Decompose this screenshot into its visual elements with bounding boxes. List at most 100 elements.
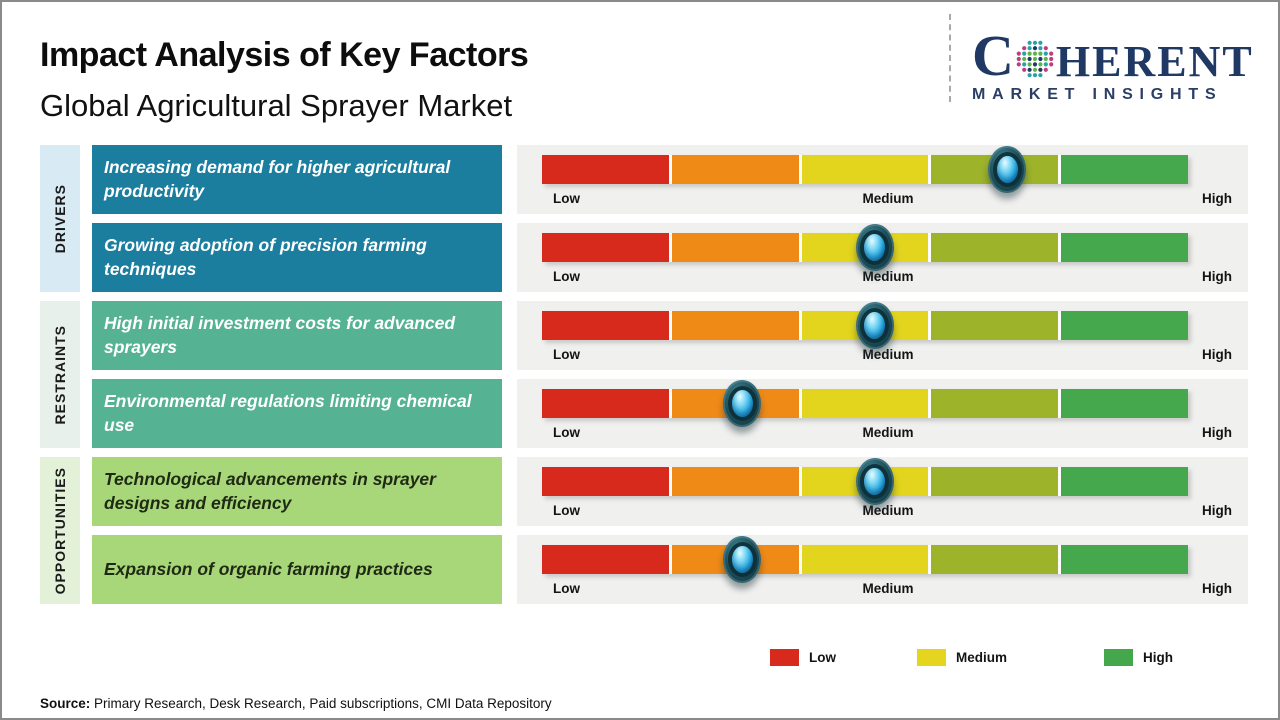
scale-tick-medium: Medium xyxy=(862,503,914,518)
impact-marker-core xyxy=(864,312,886,339)
bar-segment-high xyxy=(1061,311,1188,340)
category-label: OPPORTUNITIES xyxy=(52,466,68,595)
scale-tick-high: High xyxy=(1202,503,1232,518)
impact-marker xyxy=(855,458,894,505)
scale-tick-medium: Medium xyxy=(862,269,914,284)
factor-box: Technological advancements in sprayer de… xyxy=(92,457,502,526)
bar-segment-low xyxy=(542,389,669,418)
scale-tick-low: Low xyxy=(553,503,580,518)
scale-tick-high: High xyxy=(1202,347,1232,362)
scale-tick-high: High xyxy=(1202,269,1232,284)
bar-segment-high xyxy=(1061,467,1188,496)
company-logo: C HERENT MARKET INSIGHTS xyxy=(972,23,1264,104)
impact-marker-core xyxy=(864,234,886,261)
bar-segment-low xyxy=(542,467,669,496)
category-label: DRIVERS xyxy=(52,183,68,254)
page-title: Impact Analysis of Key Factors xyxy=(40,36,529,74)
factor-label: Environmental regulations limiting chemi… xyxy=(104,391,472,435)
bar-segment-medium xyxy=(801,389,929,418)
bar-segment-low-medium xyxy=(671,155,799,184)
factor-label: Increasing demand for higher agricultura… xyxy=(104,157,451,201)
legend-swatch xyxy=(917,649,946,666)
impact-scale-panel: Low Medium High xyxy=(517,379,1248,448)
bar-segment-high xyxy=(1061,155,1188,184)
impact-scale-panel: Low Medium High xyxy=(517,457,1248,526)
scale-tick-high: High xyxy=(1202,581,1232,596)
category-cell-drivers: DRIVERS xyxy=(40,145,80,292)
impact-marker xyxy=(723,380,762,427)
scale-tick-medium: Medium xyxy=(862,191,914,206)
bar-segment-medium-high xyxy=(931,311,1059,340)
impact-marker xyxy=(988,146,1027,193)
bar-segment-medium-high xyxy=(931,389,1059,418)
impact-scale-bar xyxy=(542,545,1188,574)
bar-segment-medium xyxy=(801,545,929,574)
impact-scale-panel: Low Medium High xyxy=(517,535,1248,604)
scale-tick-high: High xyxy=(1202,425,1232,440)
bar-segment-low xyxy=(542,233,669,262)
impact-marker xyxy=(855,224,894,271)
logo-letter-c: C xyxy=(972,23,1014,88)
bar-segment-low-medium xyxy=(671,233,799,262)
factor-box: Growing adoption of precision farming te… xyxy=(92,223,502,292)
scale-tick-medium: Medium xyxy=(862,581,914,596)
bar-segment-low xyxy=(542,545,669,574)
legend-item-medium: Medium xyxy=(917,649,1007,666)
scale-tick-low: Low xyxy=(553,269,580,284)
bar-segment-medium-high xyxy=(931,467,1059,496)
legend-item-low: Low xyxy=(770,649,836,666)
impact-scale-panel: Low Medium High xyxy=(517,145,1248,214)
legend-label: Low xyxy=(809,650,836,665)
impact-marker-core xyxy=(731,546,753,573)
source-text: Primary Research, Desk Research, Paid su… xyxy=(90,696,552,711)
legend-label: High xyxy=(1143,650,1173,665)
category-cell-restraints: RESTRAINTS xyxy=(40,301,80,448)
scale-tick-medium: Medium xyxy=(862,347,914,362)
bar-segment-low-medium xyxy=(671,467,799,496)
factor-label: Growing adoption of precision farming te… xyxy=(104,235,427,279)
impact-scale-bar xyxy=(542,155,1188,184)
impact-marker-core xyxy=(864,468,886,495)
bar-segment-high xyxy=(1061,389,1188,418)
page-subtitle: Global Agricultural Sprayer Market xyxy=(40,88,513,123)
scale-tick-low: Low xyxy=(553,347,580,362)
logo-globe-icon xyxy=(1016,40,1054,77)
scale-tick-low: Low xyxy=(553,581,580,596)
bar-segment-high xyxy=(1061,233,1188,262)
bar-segment-low xyxy=(542,155,669,184)
bar-segment-medium xyxy=(801,155,929,184)
source-label: Source: xyxy=(40,696,91,711)
factor-box: Environmental regulations limiting chemi… xyxy=(92,379,502,448)
bar-segment-low xyxy=(542,311,669,340)
factor-box: Expansion of organic farming practices xyxy=(92,535,502,604)
factor-label: Technological advancements in sprayer de… xyxy=(104,469,436,513)
impact-scale-bar xyxy=(542,389,1188,418)
bar-segment-high xyxy=(1061,545,1188,574)
bar-segment-medium-high xyxy=(931,233,1059,262)
impact-scale-panel: Low Medium High xyxy=(517,223,1248,292)
logo-tagline: MARKET INSIGHTS xyxy=(972,85,1223,103)
category-label: RESTRAINTS xyxy=(52,324,68,425)
logo-wordmark: HERENT xyxy=(1055,37,1254,87)
scale-tick-low: Low xyxy=(553,191,580,206)
scale-tick-medium: Medium xyxy=(862,425,914,440)
legend-item-high: High xyxy=(1104,649,1173,666)
factor-label: High initial investment costs for advanc… xyxy=(104,313,456,357)
factor-box: High initial investment costs for advanc… xyxy=(92,301,502,370)
impact-marker-core xyxy=(731,390,753,417)
impact-marker xyxy=(723,536,762,583)
logo-divider-dashed-line xyxy=(949,14,951,102)
scale-tick-low: Low xyxy=(553,425,580,440)
source-line: Source: Primary Research, Desk Research,… xyxy=(40,696,552,711)
bar-segment-low-medium xyxy=(671,311,799,340)
factor-label: Expansion of organic farming practices xyxy=(104,558,433,579)
legend-swatch xyxy=(1104,649,1133,666)
legend-label: Medium xyxy=(956,650,1008,665)
legend-swatch xyxy=(770,649,799,666)
bar-segment-medium-high xyxy=(931,545,1059,574)
impact-marker xyxy=(855,302,894,349)
factor-box: Increasing demand for higher agricultura… xyxy=(92,145,502,214)
category-cell-opportunities: OPPORTUNITIES xyxy=(40,457,80,604)
scale-tick-high: High xyxy=(1202,191,1232,206)
